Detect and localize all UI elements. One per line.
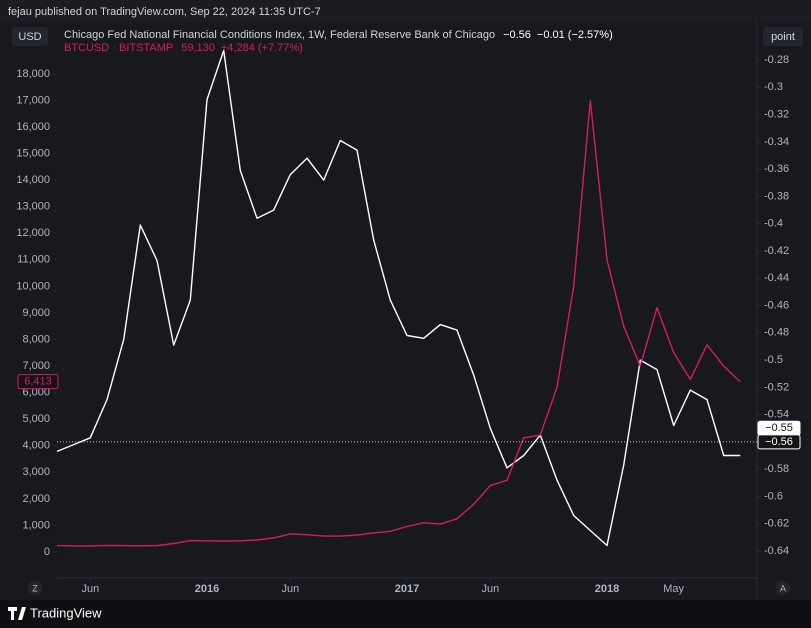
legend-name: BTCUSD · BITSTAMP (64, 42, 173, 54)
series-line (56, 49, 741, 547)
auto-button[interactable] (776, 581, 790, 595)
y-tick-label: 9,000 (22, 307, 50, 319)
top-bar (0, 0, 811, 22)
zoom-button[interactable] (28, 581, 42, 595)
y-tick-label: 3,000 (22, 466, 50, 478)
price-label-box (17, 374, 59, 390)
y-tick-label: 12,000 (16, 227, 50, 239)
y-tick-label: 1,000 (22, 519, 50, 531)
currency-button[interactable] (12, 27, 48, 46)
price-label: −0.55 (765, 422, 793, 434)
x-tick-label: May (663, 583, 684, 595)
x-tick-label: Jun (281, 583, 299, 595)
y2-tick-label: -0.28 (764, 54, 789, 66)
y2-tick-label: -0.44 (764, 272, 789, 284)
x-tick-label: 2017 (395, 583, 419, 595)
publish-note: fejau published on TradingView.com, Sep … (8, 6, 321, 18)
y2-tick-label: -0.48 (764, 327, 789, 339)
y-tick-label: 2,000 (22, 493, 50, 505)
footer-brand: TradingView (30, 605, 102, 620)
price-label: −0.56 (765, 436, 793, 448)
chart-panel (0, 22, 811, 600)
x-tick-label: Jun (81, 583, 99, 595)
y-tick-label: 18,000 (16, 68, 50, 80)
y2-tick-label: -0.54 (764, 409, 789, 421)
y2-tick-label: -0.58 (764, 463, 789, 475)
scale-label[interactable]: point (771, 31, 795, 43)
legend-change: +4,284 (+7.77%) (221, 42, 303, 54)
auto-label[interactable]: A (780, 583, 786, 593)
legend-value: 59,130 (181, 42, 215, 54)
y2-tick-label: -0.64 (764, 545, 789, 557)
zoom-label[interactable]: Z (32, 583, 38, 593)
y2-tick-label: -0.3 (764, 81, 783, 93)
y2-tick-label: -0.32 (764, 109, 789, 121)
y-tick-label: 13,000 (16, 201, 50, 213)
y-tick-label: 7,000 (22, 360, 50, 372)
y2-tick-label: -0.62 (764, 518, 789, 530)
y-tick-label: 0 (44, 546, 50, 558)
x-tick-label: 2016 (195, 583, 219, 595)
legend-name: Chicago Fed National Financial Condition… (64, 29, 495, 41)
y-tick-label: 6,000 (22, 387, 50, 399)
y-tick-label: 11,000 (17, 254, 50, 266)
series-line (56, 99, 741, 547)
y2-tick-label: -0.4 (764, 218, 783, 230)
y2-tick-label: -0.46 (764, 299, 789, 311)
y2-tick-label: -0.34 (764, 136, 789, 148)
x-tick-label: Jun (481, 583, 499, 595)
y2-tick-label: -0.36 (764, 163, 789, 175)
y2-tick-label: -0.6 (764, 490, 783, 502)
y2-tick-label: -0.52 (764, 381, 789, 393)
y-tick-label: 5,000 (22, 413, 50, 425)
y2-tick-label: -0.38 (764, 190, 789, 202)
y-tick-label: 17,000 (16, 94, 50, 106)
scale-button[interactable] (763, 27, 803, 46)
x-tick-label: 2018 (595, 583, 619, 595)
y2-tick-label: -0.42 (764, 245, 789, 257)
y-tick-label: 8,000 (22, 333, 50, 345)
price-label: 6,413 (24, 376, 52, 388)
y-tick-label: 16,000 (16, 121, 50, 133)
currency-label[interactable]: USD (18, 31, 41, 43)
y-tick-label: 10,000 (16, 280, 50, 292)
legend-change: −0.01 (−2.57%) (537, 29, 613, 41)
legend-value: −0.56 (503, 29, 531, 41)
price-label-box (757, 434, 801, 450)
y-tick-label: 15,000 (16, 148, 50, 160)
footer-logo (8, 607, 26, 620)
footer-bar (0, 600, 811, 628)
y-tick-label: 14,000 (16, 174, 50, 186)
y2-tick-label: -0.5 (764, 354, 783, 366)
y-tick-label: 4,000 (22, 440, 50, 452)
